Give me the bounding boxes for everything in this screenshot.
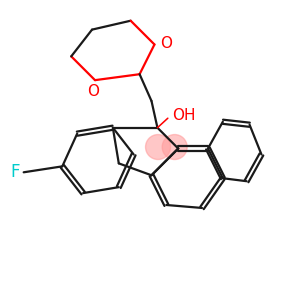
Text: O: O	[88, 84, 100, 99]
Text: OH: OH	[172, 108, 196, 123]
Circle shape	[146, 134, 170, 160]
Text: F: F	[11, 163, 20, 181]
Circle shape	[162, 134, 187, 160]
Text: O: O	[160, 35, 172, 50]
